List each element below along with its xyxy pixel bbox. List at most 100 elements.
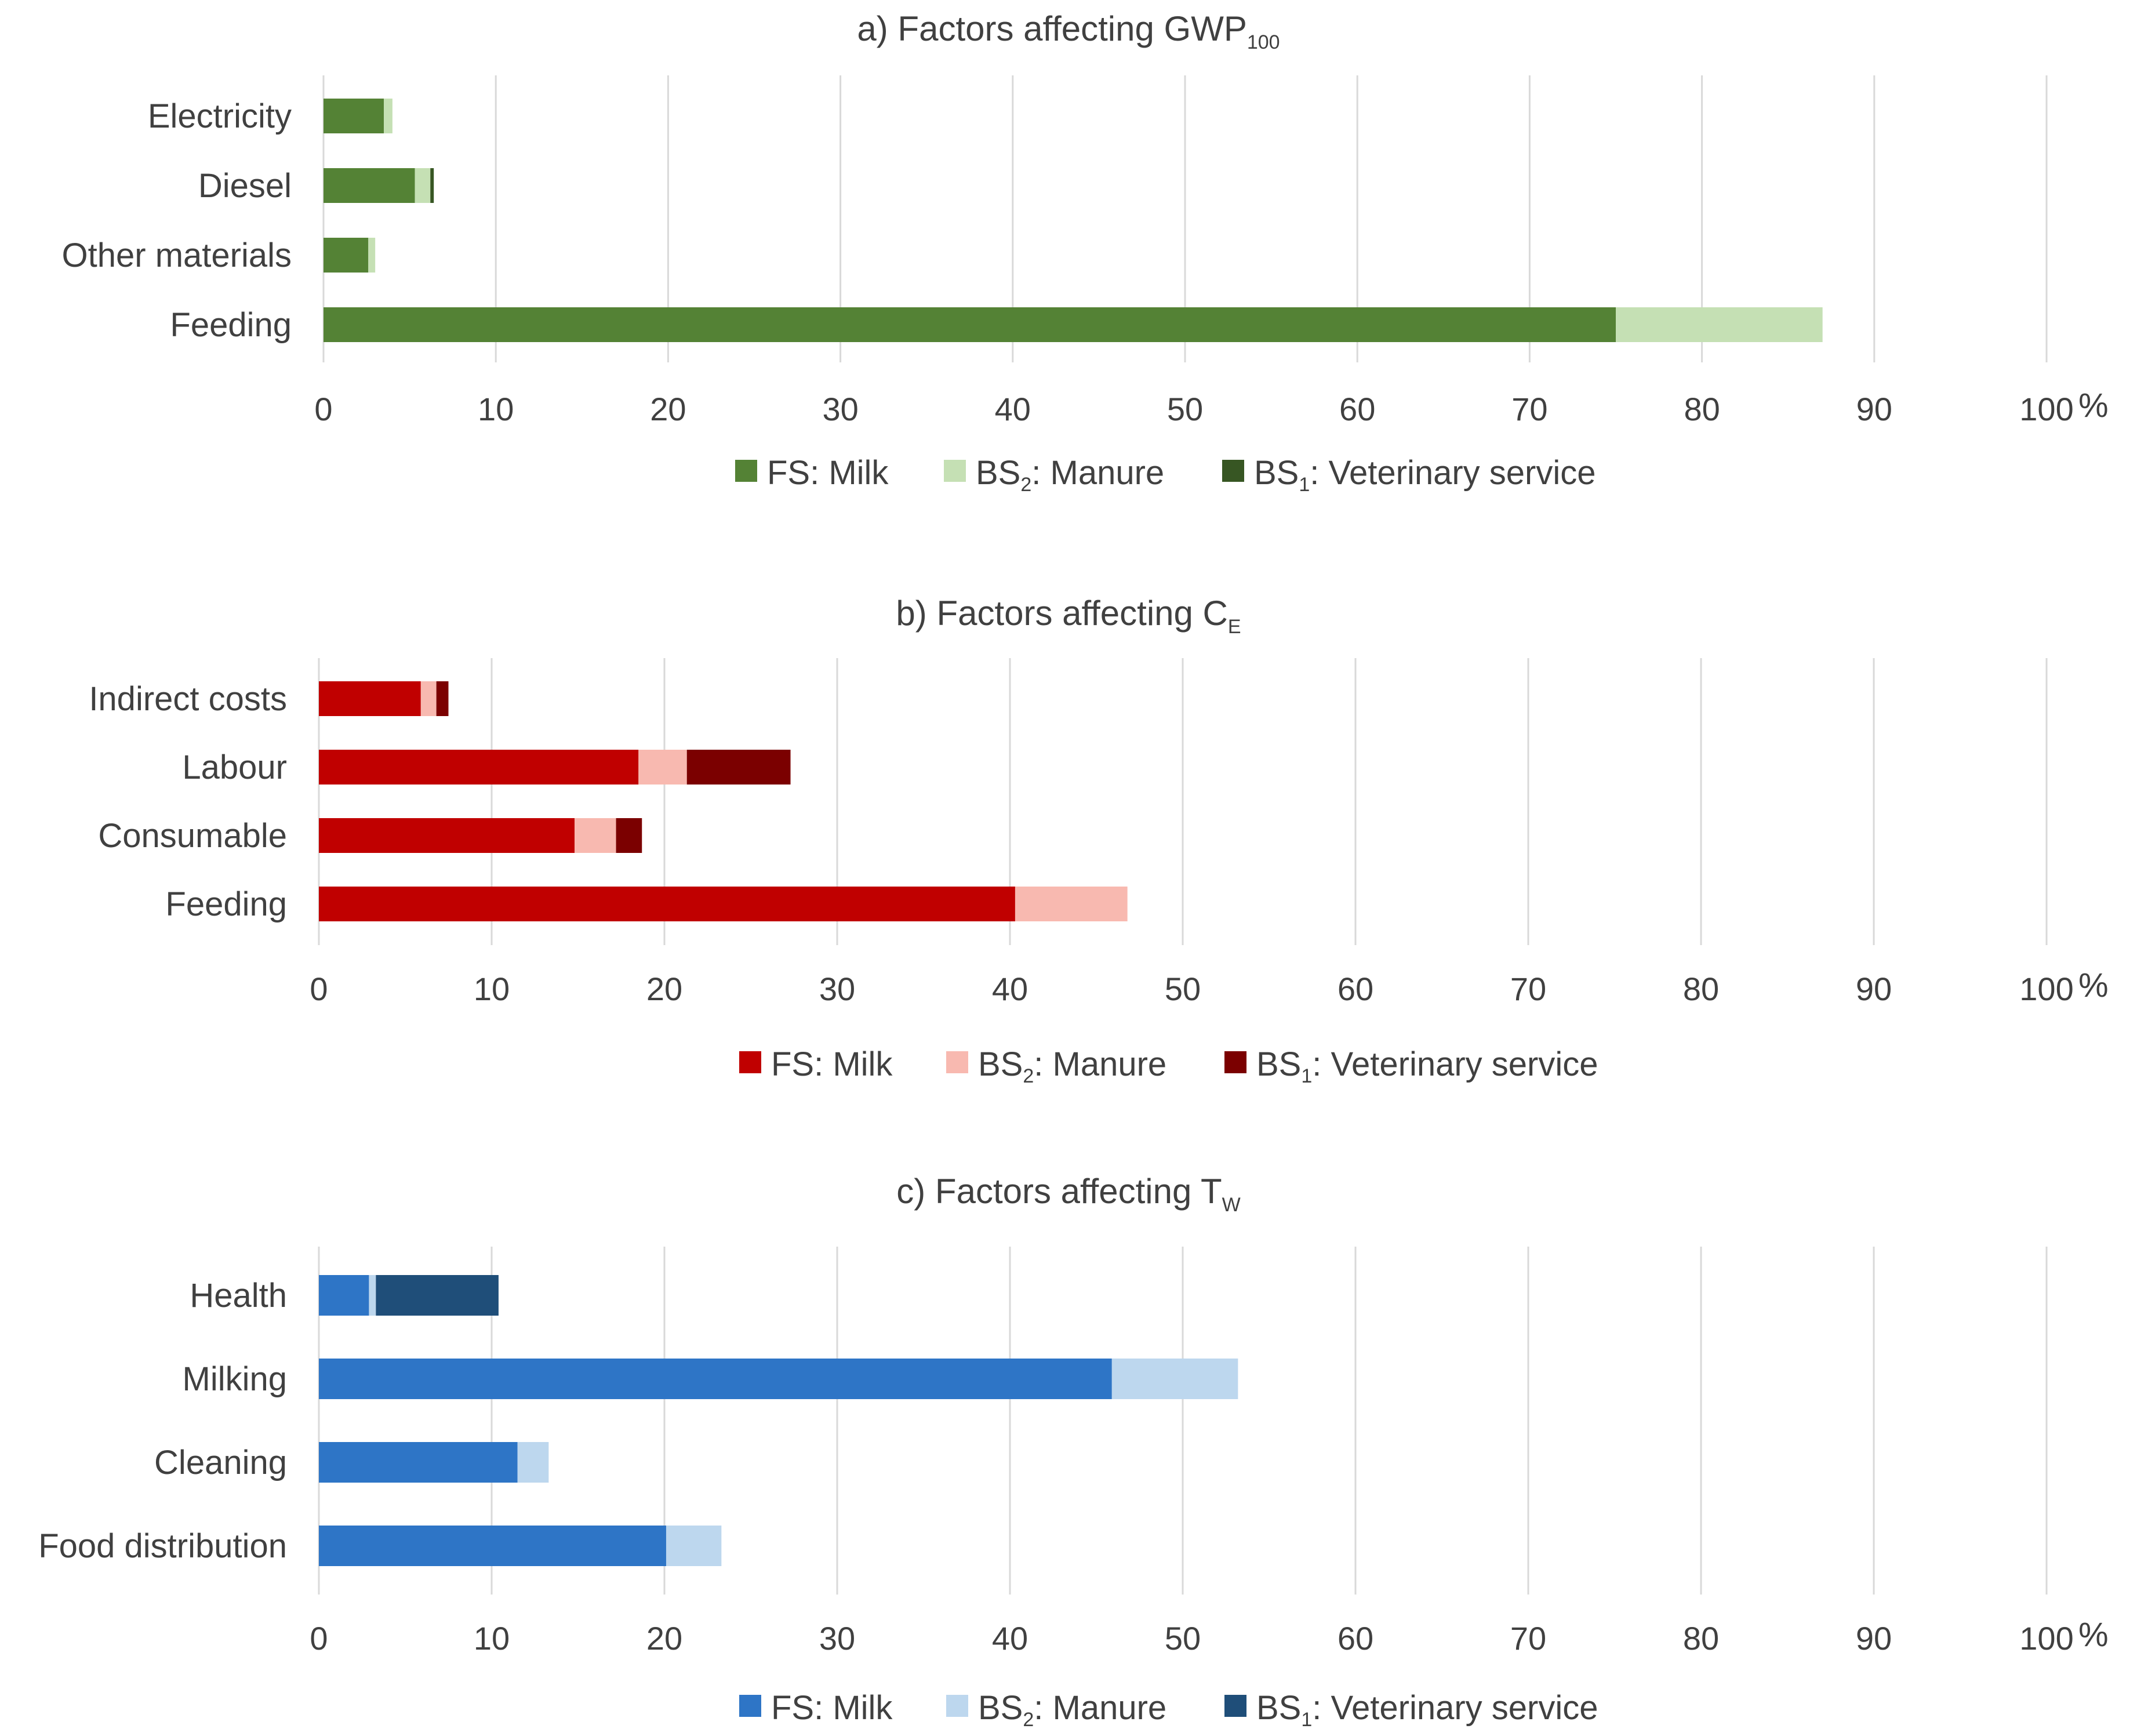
bar-health-bs1-veterinary-service <box>376 1275 499 1316</box>
x-tick-label: 90 <box>1856 1620 1892 1657</box>
category-label-food-distribution: Food distribution <box>38 1527 287 1565</box>
category-label-consumable: Consumable <box>98 817 287 855</box>
x-tick-label: 60 <box>1339 391 1375 427</box>
x-tick-label: 30 <box>819 1620 855 1657</box>
x-tick-label: 70 <box>1511 391 1547 427</box>
bar-diesel-fs-milk <box>324 168 415 203</box>
bar-milking-fs-milk <box>319 1359 1112 1399</box>
category-label-labour: Labour <box>182 749 287 786</box>
category-label-diesel: Diesel <box>198 167 292 205</box>
x-tick-label: 70 <box>1510 971 1546 1007</box>
category-label-indirect-costs: Indirect costs <box>89 680 287 718</box>
bar-diesel-bs2-manure <box>415 168 431 203</box>
x-tick-label: 60 <box>1338 1620 1373 1657</box>
chart-title-main: a) Factors affecting GWP <box>857 9 1246 48</box>
unit-label: % <box>2078 967 2109 1004</box>
x-tick-label: 40 <box>995 391 1031 427</box>
bar-labour-bs2-manure <box>638 750 687 785</box>
bar-food-distribution-fs-milk <box>319 1526 666 1566</box>
bar-labour-fs-milk <box>319 750 639 785</box>
x-tick-label: 90 <box>1856 971 1892 1007</box>
bar-consumable-fs-milk <box>319 818 575 853</box>
category-label-feeding: Feeding <box>165 885 287 923</box>
chart-title-subscript: E <box>1228 616 1241 638</box>
x-tick-label: 10 <box>478 391 514 427</box>
chart-panel-b: b) Factors affecting CE 0 10 20 30 40 50 60 70 80… <box>89 594 2108 1087</box>
bar-indirect-costs-fs-milk <box>319 681 421 716</box>
bar-food-distribution-bs2-manure <box>666 1526 722 1566</box>
legend-label-bs1-veterinary-service: BS1: Veterinary service <box>1254 454 1596 496</box>
bar-cleaning-fs-milk <box>319 1442 518 1483</box>
legend-swatch-bs1-veterinary-service <box>1224 1695 1246 1717</box>
x-tick-label: 70 <box>1510 1620 1546 1657</box>
x-tick-label: 80 <box>1683 971 1719 1007</box>
x-tick-label: 50 <box>1165 971 1201 1007</box>
chart-title: b) Factors affecting CE <box>896 594 1241 638</box>
bar-indirect-costs-bs2-manure <box>420 681 437 716</box>
category-label-feeding: Feeding <box>170 306 292 344</box>
x-tick-label: 90 <box>1856 391 1892 427</box>
legend-swatch-fs-milk <box>739 1695 761 1717</box>
unit-label: % <box>2078 387 2109 424</box>
legend-swatch-bs2-manure <box>946 1695 968 1717</box>
legend-swatch-fs-milk <box>735 460 757 482</box>
bar-other-materials-fs-milk <box>324 238 369 273</box>
legend-label-fs-milk: FS: Milk <box>771 1689 893 1727</box>
legend-label-bs2-manure: BS2: Manure <box>978 1045 1166 1087</box>
bar-diesel-bs1-veterinary-service <box>430 168 434 203</box>
x-tick-label: 0 <box>310 1620 328 1657</box>
bar-feeding-bs2-manure <box>1616 307 1823 342</box>
bar-consumable-bs1-veterinary-service <box>616 818 642 853</box>
legend-label-bs2-manure: BS2: Manure <box>976 454 1164 496</box>
category-label-electricity: Electricity <box>148 97 292 135</box>
legend-swatch-fs-milk <box>739 1051 761 1073</box>
x-tick-label: 80 <box>1683 1620 1719 1657</box>
x-tick-label: 50 <box>1167 391 1203 427</box>
chart-title-main: b) Factors affecting C <box>896 594 1227 633</box>
bar-health-bs2-manure <box>369 1275 376 1316</box>
bar-electricity-bs2-manure <box>384 99 392 133</box>
chart-panel-c: c) Factors affecting TW 0 10 20 30 40 50 60 70 80… <box>38 1172 2108 1731</box>
x-tick-label: 100 <box>2019 971 2073 1007</box>
bar-feeding-fs-milk <box>324 307 1616 342</box>
legend-label-bs1-veterinary-service: BS1: Veterinary service <box>1256 1689 1598 1731</box>
legend-swatch-bs2-manure <box>946 1051 968 1073</box>
x-tick-label: 10 <box>474 971 510 1007</box>
bar-milking-bs2-manure <box>1111 1359 1238 1399</box>
bar-feeding-bs2-manure <box>1015 887 1128 921</box>
x-tick-label: 100 <box>2019 1620 2073 1657</box>
x-tick-label: 10 <box>474 1620 510 1657</box>
bar-other-materials-bs2-manure <box>368 238 376 273</box>
category-label-health: Health <box>190 1277 287 1314</box>
chart-title-subscript: W <box>1222 1194 1241 1216</box>
chart-title-subscript: 100 <box>1247 31 1280 53</box>
x-tick-label: 100 <box>2019 391 2073 427</box>
chart-title: a) Factors affecting GWP100 <box>857 9 1280 53</box>
x-tick-label: 80 <box>1684 391 1720 427</box>
x-tick-label: 20 <box>646 1620 682 1657</box>
x-tick-label: 20 <box>650 391 686 427</box>
legend-swatch-bs1-veterinary-service <box>1222 460 1244 482</box>
category-label-cleaning: Cleaning <box>154 1444 287 1481</box>
bar-cleaning-bs2-manure <box>517 1442 549 1483</box>
x-tick-label: 40 <box>992 971 1028 1007</box>
bar-health-fs-milk <box>319 1275 369 1316</box>
x-tick-label: 20 <box>646 971 682 1007</box>
bar-indirect-costs-bs1-veterinary-service <box>436 681 449 716</box>
legend-label-bs1-veterinary-service: BS1: Veterinary service <box>1256 1045 1598 1087</box>
legend-label-fs-milk: FS: Milk <box>767 454 889 492</box>
chart-title: c) Factors affecting TW <box>896 1172 1240 1216</box>
legend-swatch-bs1-veterinary-service <box>1224 1051 1246 1073</box>
bar-feeding-fs-milk <box>319 887 1015 921</box>
category-label-other-materials: Other materials <box>62 237 292 274</box>
legend-label-bs2-manure: BS2: Manure <box>978 1689 1166 1731</box>
x-tick-label: 0 <box>310 971 328 1007</box>
bar-labour-bs1-veterinary-service <box>686 750 791 785</box>
x-tick-label: 50 <box>1165 1620 1201 1657</box>
bar-electricity-fs-milk <box>324 99 384 133</box>
bar-consumable-bs2-manure <box>575 818 616 853</box>
chart-title-main: c) Factors affecting T <box>896 1172 1222 1211</box>
x-tick-label: 40 <box>992 1620 1028 1657</box>
